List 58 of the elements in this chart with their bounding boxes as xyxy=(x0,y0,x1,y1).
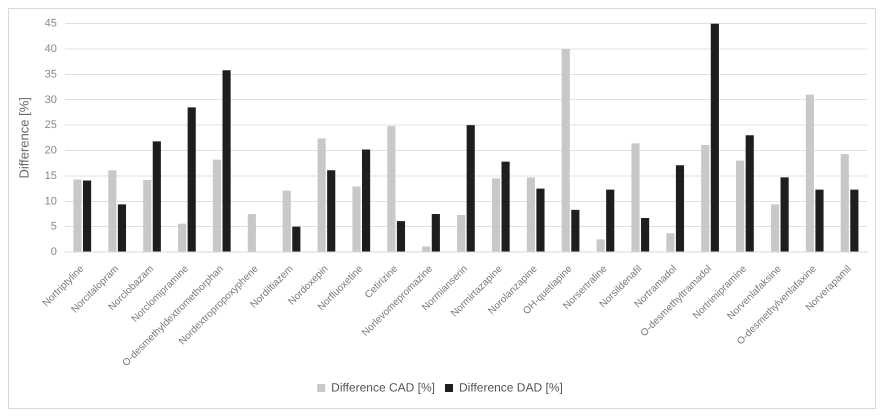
bar xyxy=(282,190,291,252)
bar xyxy=(676,165,684,252)
y-axis-title: Difference [%] xyxy=(16,97,32,179)
legend-label: Difference DAD [%] xyxy=(459,380,563,394)
y-tick-label: 25 xyxy=(44,119,57,132)
bar xyxy=(770,204,780,252)
bar xyxy=(327,170,336,252)
bar xyxy=(780,177,789,252)
bar xyxy=(850,190,858,252)
bar xyxy=(840,154,849,252)
legend-label: Difference CAD [%] xyxy=(331,380,436,394)
y-tick-label: 0 xyxy=(50,246,57,258)
bar xyxy=(292,226,300,252)
bar xyxy=(188,107,196,252)
bar xyxy=(362,149,370,252)
y-tick-label: 20 xyxy=(44,144,57,157)
bar xyxy=(457,214,466,252)
bar xyxy=(666,233,674,252)
bar xyxy=(701,144,710,252)
y-tick-label: 45 xyxy=(44,18,57,30)
bar xyxy=(108,170,116,252)
bar xyxy=(178,224,186,252)
y-tick-label: 10 xyxy=(44,195,57,208)
bar xyxy=(571,210,580,252)
bar xyxy=(248,214,256,252)
y-tick-label: 40 xyxy=(44,43,57,56)
bar xyxy=(492,178,500,252)
bar xyxy=(806,94,814,252)
bar xyxy=(596,239,605,252)
bar xyxy=(502,162,510,252)
y-tick-label: 30 xyxy=(44,94,57,106)
bar xyxy=(641,218,650,252)
bar xyxy=(318,138,326,252)
bar xyxy=(152,141,161,252)
bar xyxy=(562,48,570,252)
bar xyxy=(143,180,152,252)
bar xyxy=(387,126,396,252)
bar xyxy=(710,24,719,252)
y-tick-label: 35 xyxy=(44,68,57,80)
y-tick-label: 5 xyxy=(50,220,57,233)
bar xyxy=(222,70,231,252)
bar xyxy=(396,221,406,252)
bar xyxy=(73,179,82,252)
bar xyxy=(815,190,824,252)
bar xyxy=(466,125,475,252)
bar xyxy=(422,246,430,252)
bar xyxy=(746,135,754,252)
bar xyxy=(536,188,545,252)
bar xyxy=(118,204,126,252)
y-tick-label: 15 xyxy=(44,170,57,182)
bar xyxy=(82,180,92,252)
bar xyxy=(631,143,640,252)
bar xyxy=(606,190,614,252)
bar xyxy=(736,160,744,252)
bar xyxy=(526,177,535,252)
bar xyxy=(352,186,361,252)
bar xyxy=(212,160,222,252)
bar xyxy=(432,214,440,252)
